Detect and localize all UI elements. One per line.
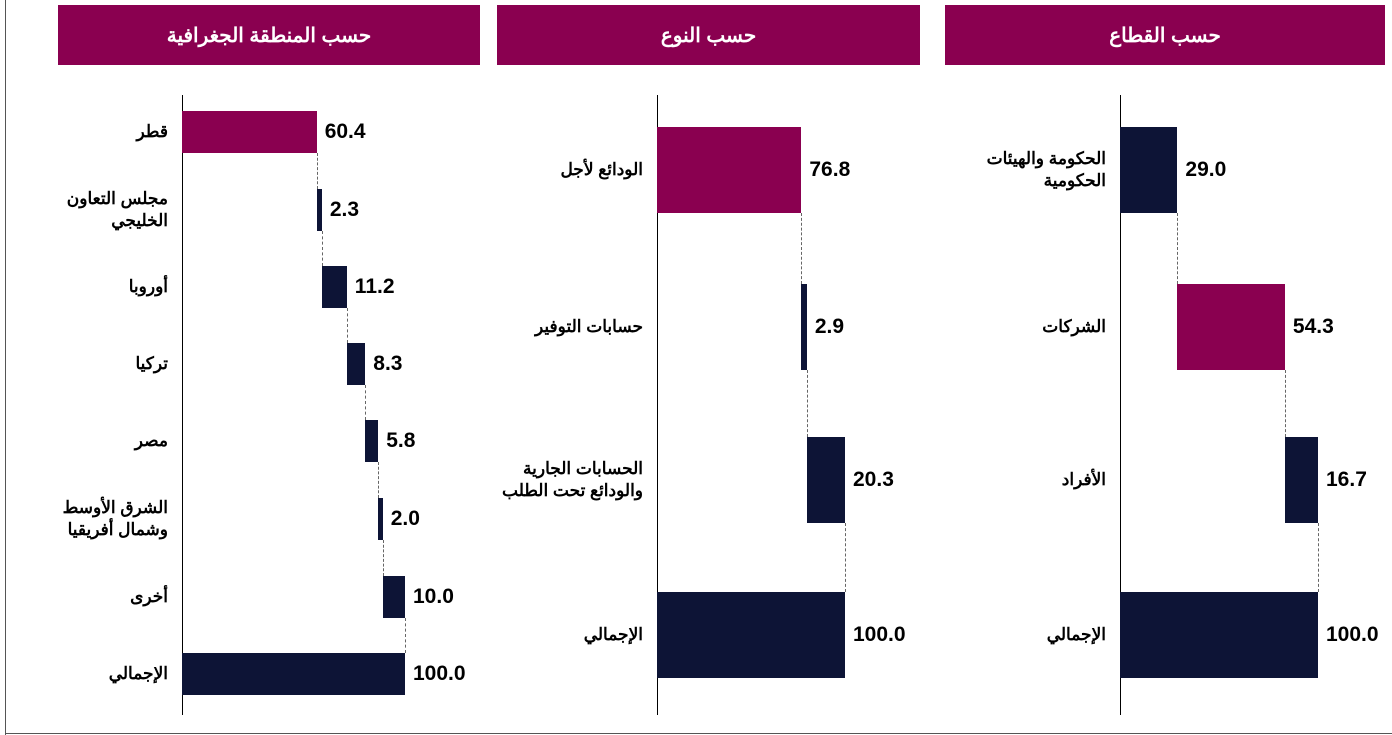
category-label: الحكومة والهيئات الحكومية (986, 149, 1106, 190)
value-label: 2.3 (329, 198, 360, 221)
bar (657, 127, 802, 213)
value-label: 29.0 (1185, 158, 1227, 181)
axis-line (182, 95, 183, 715)
frame-edge (5, 0, 6, 735)
connector (321, 231, 323, 266)
axis-line (657, 95, 658, 715)
value-label: 100.0 (853, 623, 906, 646)
bar (806, 437, 845, 523)
bar (346, 343, 366, 385)
category-label: الإجمالي (1046, 625, 1106, 644)
category-label: الحسابات الجارية والودائع تحت الطلب (502, 459, 643, 500)
bar (182, 111, 317, 153)
bar (182, 653, 405, 695)
connector (316, 153, 318, 189)
frame-edge (5, 733, 1392, 734)
category-label: الشركات (1042, 317, 1106, 336)
connector (1318, 523, 1319, 592)
value-label: 5.8 (386, 429, 416, 452)
connector (365, 385, 367, 420)
category-label: تركيا (135, 354, 168, 373)
category-label: الشرق الأوسط وشمال أفريقيا (62, 498, 168, 539)
category-label: أوروبا (128, 277, 168, 296)
axis-line (1120, 95, 1121, 715)
value-label: 10.0 (413, 585, 454, 608)
connector (845, 523, 846, 592)
value-label: 20.3 (853, 468, 894, 491)
category-label: أخرى (130, 587, 168, 606)
category-label: مصر (134, 431, 168, 450)
bar (321, 266, 347, 308)
bar (801, 284, 807, 370)
panel-title: حسب المنطقة الجغرافية (58, 5, 480, 65)
category-label: الودائع لأجل (560, 160, 643, 179)
connector (1177, 213, 1179, 284)
bar (1177, 284, 1285, 370)
category-label: الإجمالي (583, 625, 643, 644)
bar (1120, 127, 1178, 213)
category-label: الأفراد (1061, 470, 1106, 489)
bar (382, 576, 405, 618)
value-label: 2.9 (814, 315, 845, 338)
value-label: 2.0 (390, 507, 420, 530)
connector (405, 618, 406, 653)
category-label: قطر (136, 122, 168, 141)
connector (346, 308, 348, 343)
connector (382, 540, 384, 576)
connector (378, 462, 380, 498)
bar (365, 420, 379, 462)
value-label: 54.3 (1292, 315, 1334, 338)
value-label: 100.0 (413, 662, 466, 685)
value-label: 8.3 (373, 352, 403, 375)
bar (1284, 437, 1318, 523)
category-label: الإجمالي (108, 664, 168, 683)
category-label: حسابات التوفير (535, 317, 643, 336)
connector (806, 370, 808, 437)
category-label: مجلس التعاون الخليجي (66, 189, 168, 230)
value-label: 60.4 (324, 120, 366, 143)
bar (316, 189, 322, 231)
connector (1284, 370, 1286, 437)
value-label: 11.2 (354, 275, 395, 298)
value-label: 100.0 (1326, 623, 1379, 646)
bar (378, 498, 383, 540)
panel-title: حسب القطاع (945, 5, 1385, 65)
connector (801, 213, 803, 284)
bar (657, 592, 845, 678)
bar (1120, 592, 1318, 678)
value-label: 76.8 (809, 158, 851, 181)
panel-title: حسب النوع (497, 5, 920, 65)
value-label: 16.7 (1326, 468, 1367, 491)
